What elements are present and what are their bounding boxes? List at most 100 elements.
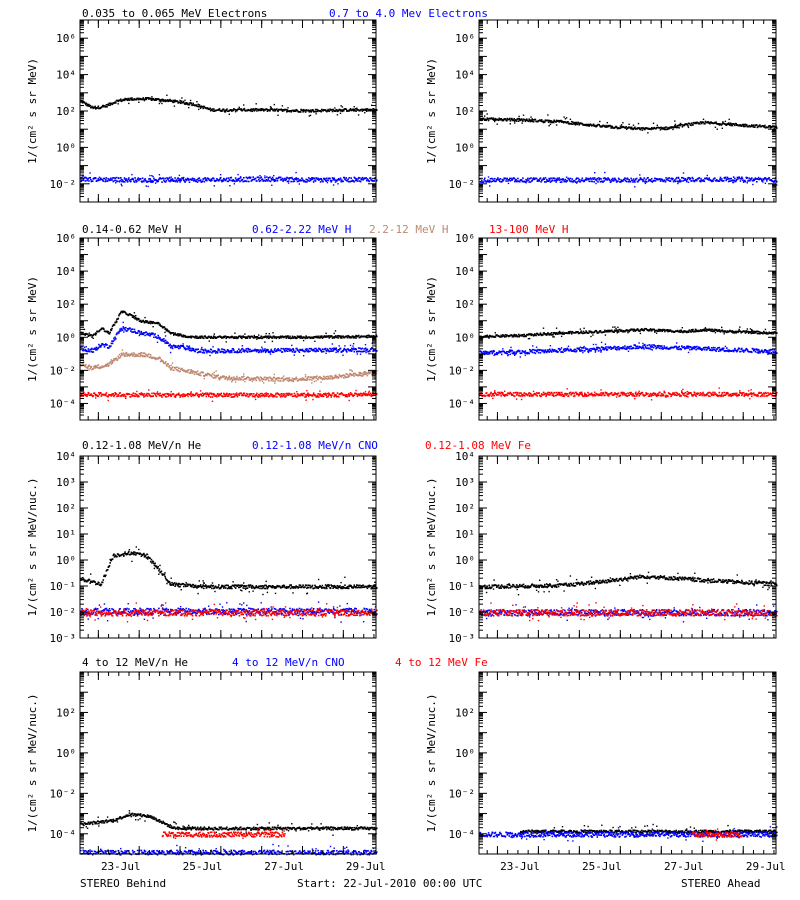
data-point: [257, 108, 259, 111]
data-point: [351, 180, 353, 182]
data-point: [181, 97, 183, 99]
data-point: [190, 178, 193, 181]
data-point: [117, 317, 120, 320]
data-point: [593, 181, 595, 183]
data-point: [273, 179, 275, 181]
data-point: [97, 347, 99, 349]
data-point: [153, 177, 155, 180]
data-point: [114, 177, 116, 180]
data-point: [100, 177, 102, 180]
data-point: [359, 371, 362, 374]
data-point: [585, 123, 587, 126]
data-point: [120, 183, 122, 185]
data-point: [170, 178, 173, 181]
data-point: [241, 178, 244, 181]
data-point: [290, 111, 292, 113]
data-point: [116, 180, 119, 182]
data-point: [712, 180, 714, 182]
data-point: [357, 176, 360, 179]
data-point: [272, 380, 274, 382]
data-point: [628, 123, 630, 125]
data-point: [294, 178, 297, 181]
data-point: [305, 395, 307, 398]
data-point: [95, 397, 97, 399]
data-point: [136, 180, 138, 182]
data-point: [268, 380, 270, 382]
data-point: [277, 379, 279, 382]
data-point: [271, 337, 274, 339]
data-point: [276, 177, 278, 180]
data-point: [159, 101, 162, 103]
data-point: [328, 110, 331, 113]
data-point: [164, 339, 167, 342]
data-point: [489, 185, 491, 187]
data-point: [302, 179, 304, 182]
data-point: [515, 119, 517, 121]
data-point: [361, 108, 363, 111]
data-point: [558, 121, 560, 123]
data-point: [287, 180, 290, 182]
data-point: [645, 178, 647, 181]
data-point: [331, 343, 334, 345]
data-point: [155, 395, 158, 398]
data-point: [706, 174, 708, 177]
data-point: [309, 109, 312, 111]
data-point: [339, 347, 342, 350]
data-point: [141, 393, 144, 395]
data-point: [266, 108, 268, 111]
data-point: [289, 110, 292, 112]
data-point: [199, 390, 202, 392]
data-point: [513, 118, 515, 120]
data-point: [291, 178, 294, 180]
data-point: [279, 349, 282, 352]
data-point: [130, 396, 132, 398]
data-point: [302, 339, 305, 342]
data-point: [170, 176, 172, 178]
data-point: [369, 350, 371, 352]
data-point: [211, 375, 213, 378]
data-point: [90, 178, 92, 181]
data-point: [310, 178, 312, 181]
data-point: [592, 124, 594, 126]
data-point: [80, 180, 82, 183]
data-point: [193, 373, 196, 376]
data-point: [192, 102, 194, 105]
data-point: [285, 337, 288, 339]
data-point: [211, 108, 214, 110]
data-point: [330, 181, 332, 183]
data-point: [353, 108, 356, 111]
data-point: [664, 179, 666, 181]
data-point: [335, 347, 337, 349]
data-point: [534, 118, 537, 121]
data-point: [530, 116, 532, 118]
data-point: [120, 177, 122, 179]
data-point: [273, 108, 276, 111]
data-point: [654, 180, 657, 182]
data-point: [213, 393, 216, 395]
data-point: [174, 332, 176, 334]
data-point: [145, 185, 147, 187]
data-point: [204, 177, 207, 179]
data-point: [572, 121, 574, 123]
data-point: [243, 104, 245, 106]
data-point: [505, 120, 508, 122]
data-point: [238, 106, 240, 108]
data-point: [264, 376, 266, 379]
data-point: [510, 118, 512, 121]
data-point: [326, 110, 329, 112]
data-point: [248, 395, 250, 398]
data-point: [296, 180, 299, 183]
data-point: [558, 177, 560, 179]
data-point: [161, 181, 163, 183]
data-point: [188, 345, 191, 347]
data-point: [85, 102, 88, 105]
data-point: [163, 180, 166, 183]
data-point: [349, 369, 351, 371]
data-point: [307, 395, 310, 397]
data-point: [336, 180, 338, 182]
data-point: [91, 347, 93, 349]
data-point: [355, 348, 357, 351]
data-point: [107, 330, 110, 333]
data-point: [121, 185, 123, 187]
data-point: [229, 185, 231, 187]
